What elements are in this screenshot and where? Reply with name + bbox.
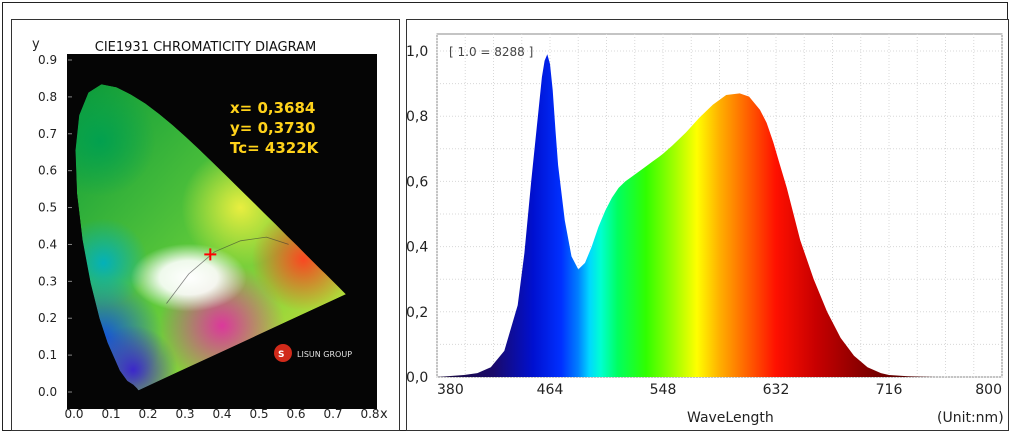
cie-annotation-tc: Tc= 4322K <box>230 139 320 157</box>
cie-title: CIE1931 CHROMATICITY DIAGRAM <box>94 40 317 55</box>
spectrum-ytick: 0,6 <box>407 174 428 190</box>
svg-text:S: S <box>278 350 284 360</box>
spectrum-xtick: 716 <box>876 382 903 398</box>
spectrum-ytick: 0,8 <box>407 109 428 125</box>
cie-xtick: 0.6 <box>286 407 305 421</box>
cie-ytick: 0.0 <box>38 385 57 399</box>
cie-annotation-y: y= 0,3730 <box>230 119 315 137</box>
spectrum-scale-label: [ 1.0 = 8288 ] <box>449 45 533 59</box>
spectrum-ytick: 0,4 <box>407 240 428 256</box>
spectrum-ytick: 1,0 <box>407 44 428 60</box>
spectrum-unit-label: (Unit:nm) <box>937 410 1004 426</box>
cie-annotation-x: x= 0,3684 <box>230 99 315 117</box>
spectrum-ytick: 0,2 <box>407 305 428 321</box>
cie-panel: CIE1931 CHROMATICITY DIAGRAM 0.0 0.1 0.2 0.… <box>11 19 400 431</box>
spectrum-chart: 0,0 0,2 0,4 0,6 0,8 1,0 380 464 548 632 716 800 [ 1… <box>407 33 1004 426</box>
spectrum-xtick: 800 <box>975 382 1002 398</box>
cie-ytick: 0.6 <box>38 164 57 178</box>
cie-ytick: 0.3 <box>38 274 57 288</box>
cie-chart: 0.0 0.1 0.2 0.3 0.4 0.5 0.6 0.7 0.8 0.9 0.0 0.1 0.2 0… <box>32 37 388 422</box>
spectrum-xlabel: WaveLength <box>687 410 774 426</box>
cie-xtick: 0.8 <box>360 407 379 421</box>
cie-ylabel: y <box>32 37 40 52</box>
spectrum-xtick: 632 <box>763 382 790 398</box>
spectrum-ytick: 0,0 <box>407 370 428 386</box>
spectrum-panel: 0,0 0,2 0,4 0,6 0,8 1,0 380 464 548 632 716 800 [ 1… <box>406 19 1009 431</box>
planckian-locus <box>166 236 289 304</box>
cie-xtick: 0.2 <box>138 407 157 421</box>
lisun-logo-text: LISUN GROUP <box>297 350 352 359</box>
cie-ytick: 0.7 <box>38 127 57 141</box>
spectrum-xtick: 464 <box>537 382 564 398</box>
cie-xtick: 0.3 <box>175 407 194 421</box>
cie-xtick: 0.1 <box>101 407 120 421</box>
cie-ytick: 0.9 <box>38 53 57 67</box>
cie-ytick: 0.4 <box>38 237 57 251</box>
chromaticity-point <box>204 248 217 261</box>
cie-ytick: 0.1 <box>38 348 57 362</box>
spectrum-area <box>437 54 1002 378</box>
cie-ytick: 0.2 <box>38 311 57 325</box>
lisun-logo: S LISUN GROUP <box>274 344 352 362</box>
spectrum-xtick: 380 <box>437 382 464 398</box>
white-region <box>130 243 247 312</box>
spectrum-xtick: 548 <box>650 382 677 398</box>
cie-ytick: 0.5 <box>38 201 57 215</box>
cie-xtick: 0.7 <box>323 407 342 421</box>
cie-xtick: 0.0 <box>64 407 83 421</box>
cie-ytick: 0.8 <box>38 90 57 104</box>
cie-xlabel: x <box>380 407 388 422</box>
cie-xtick: 0.4 <box>212 407 231 421</box>
cie-xtick: 0.5 <box>249 407 268 421</box>
